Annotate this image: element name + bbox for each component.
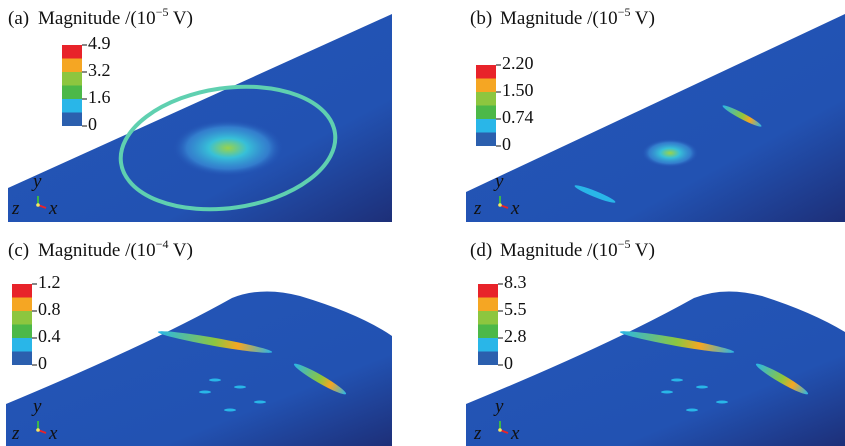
title-exponent: −4 [156,237,169,251]
title-unit: V) [630,8,654,29]
colorbar-band [478,284,498,298]
axis-label: x [510,198,520,219]
panel-title: Magnitude /(10−4 V) [38,237,193,261]
field-speck [234,386,246,389]
colorbar-band [476,133,496,147]
surface [6,291,392,446]
colorbar-band [476,65,496,79]
panel-label: (b) [470,8,492,29]
panel-title: Magnitude /(10−5 V) [38,5,193,29]
panel: (b) Magnitude /(10−5 V) 2.20 1.50 0.74 0 yz x [466,5,845,222]
colorbar-label: 1.6 [88,87,111,107]
axis-label: y [493,396,504,417]
colorbar-label: 3.2 [88,60,111,80]
colorbar-label: 0 [38,353,47,373]
field-speck [224,409,236,412]
title-text: Magnitude /(10 [500,240,618,261]
title-text: Magnitude /(10 [38,240,156,261]
colorbar-band [476,79,496,93]
axis-label: z [473,423,482,444]
colorbar-label: 1.2 [38,272,61,292]
title-text: Magnitude /(10 [500,8,618,29]
colorbar-band [478,338,498,352]
axis-label: y [31,396,42,417]
panel-label: (d) [470,240,492,261]
panel-label: (a) [8,8,29,29]
title-unit: V) [630,240,654,261]
title-unit: V) [168,8,192,29]
colorbar-label: 0 [504,353,513,373]
colorbar-label: 0.74 [502,107,534,127]
colorbar-band [12,284,32,298]
panel-label: (c) [8,240,29,261]
axis-origin [498,428,502,432]
field-speck [254,401,266,404]
panel-title: Magnitude /(10−5 V) [500,5,655,29]
field-spot [642,139,698,167]
colorbar-label: 1.50 [502,80,534,100]
axis-label: z [473,198,482,219]
colorbar-band [476,106,496,120]
panel-title: Magnitude /(10−5 V) [500,237,655,261]
axis-origin [498,203,502,207]
axis-label: y [31,171,42,192]
colorbar-label: 0 [88,114,97,134]
colorbar-band [476,119,496,133]
colorbar-band [478,352,498,366]
colorbar-band [476,92,496,106]
title-exponent: −5 [618,5,631,19]
colorbar-label: 5.5 [504,299,527,319]
colorbar-band [62,113,82,127]
colorbar-label: 4.9 [88,33,111,53]
colorbar-band [478,298,498,312]
axis-origin [36,203,40,207]
axis-label: x [510,423,520,444]
colorbar-band [12,311,32,325]
axis-label: z [11,198,20,219]
colorbar-band [62,45,82,59]
figure: (a)Magnitude /(10−5 V)4.93.21.60yzx(b)Ma… [0,0,845,446]
colorbar-band [478,311,498,325]
title-exponent: −5 [618,237,631,251]
colorbar-band [12,352,32,366]
axis-label: x [48,423,58,444]
colorbar-label: 8.3 [504,272,527,292]
field-spot [173,120,283,176]
colorbar-label: 2.20 [502,53,534,73]
axis-label: z [11,423,20,444]
colorbar-label: 0 [502,134,511,154]
colorbar-label: 2.8 [504,326,527,346]
field-speck [696,386,708,389]
colorbar-label: 0.4 [38,326,61,346]
field-speck [209,379,221,382]
colorbar-band [62,86,82,100]
field-speck [671,379,683,382]
colorbar-band [12,298,32,312]
title-text: Magnitude /(10 [38,8,156,29]
title-unit: V) [168,240,192,261]
colorbar-label: 0.8 [38,299,61,319]
colorbar-band [478,325,498,339]
panel: (a) Magnitude /(10−5 V) 4.9 3.2 1.6 0 yz x [8,5,392,222]
colorbar-band [62,99,82,113]
panel: (c) Magnitude /(10−4 V) 1.2 0.8 0.4 0 yz x [6,237,392,446]
axis-origin [36,428,40,432]
field-speck [661,391,673,394]
colorbar-band [12,338,32,352]
colorbar-band [12,325,32,339]
panel: (d) Magnitude /(10−5 V) 8.3 5.5 2.8 0 yz x [466,237,845,446]
field-speck [716,401,728,404]
axis-label: y [493,171,504,192]
colorbar-band [62,59,82,73]
title-exponent: −5 [156,5,169,19]
axis-label: x [48,198,58,219]
colorbar-band [62,72,82,86]
field-speck [199,391,211,394]
field-speck [686,409,698,412]
